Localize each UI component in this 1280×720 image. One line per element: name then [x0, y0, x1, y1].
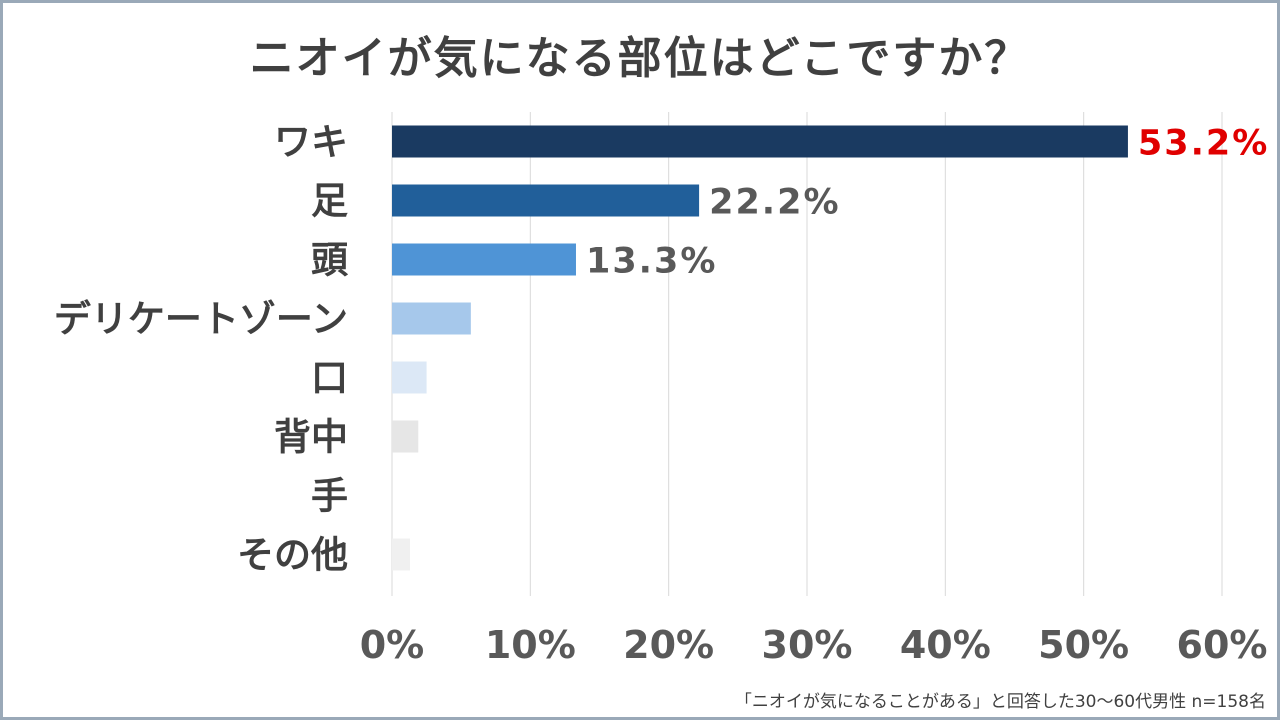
category-label: その他	[237, 534, 348, 577]
bars	[392, 125, 1128, 571]
footnote: 「ニオイが気になることがある」と回答した30〜60代男性 n=158名	[734, 692, 1266, 712]
x-tick-label: 60%	[1177, 623, 1268, 667]
value-label: 22.2%	[709, 183, 840, 223]
value-label: 13.3%	[586, 242, 717, 282]
bar	[392, 184, 700, 217]
x-tick-labels: 0% 10% 20% 30% 40% 50% 60%	[360, 623, 1268, 667]
category-label: ワキ	[274, 121, 348, 164]
bar	[392, 361, 427, 394]
value-label: 53.2%	[1138, 124, 1269, 164]
category-label: 口	[311, 357, 348, 400]
category-label: 頭	[311, 239, 349, 282]
bar	[392, 302, 471, 335]
bar	[392, 243, 576, 276]
chart-title: ニオイが気になる部位はどこですか？	[249, 33, 1031, 84]
category-label: 足	[311, 180, 348, 223]
x-tick-label: 30%	[762, 623, 853, 667]
value-labels: 53.2% 22.2% 13.3%	[586, 124, 1269, 282]
x-tick-label: 20%	[623, 623, 714, 667]
x-tick-label: 0%	[360, 623, 425, 667]
x-tick-label: 10%	[485, 623, 576, 667]
category-label: 手	[311, 475, 348, 518]
x-tick-label: 40%	[900, 623, 991, 667]
bar	[392, 538, 410, 571]
bar	[392, 125, 1128, 158]
category-label: デリケートゾーン	[54, 298, 348, 341]
category-label: 背中	[274, 416, 348, 459]
bar	[392, 420, 419, 453]
x-tick-label: 50%	[1038, 623, 1129, 667]
